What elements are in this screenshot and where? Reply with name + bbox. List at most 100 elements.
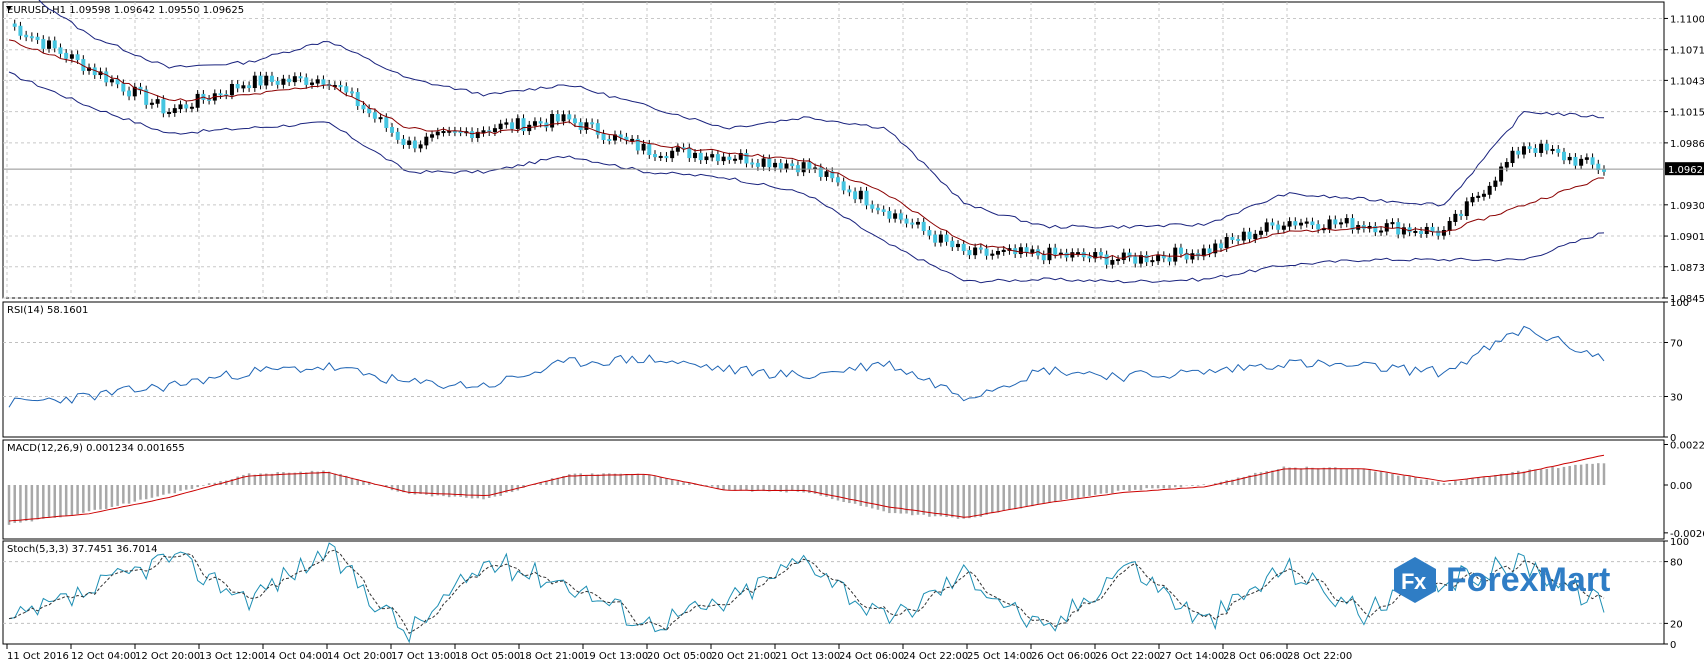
- candle-body: [881, 209, 886, 212]
- candle-body: [298, 76, 303, 79]
- candle-body: [927, 230, 932, 236]
- candle-body: [1504, 162, 1509, 168]
- candle-body: [733, 158, 738, 161]
- candle-body: [984, 248, 989, 256]
- panel-frame: [2, 301, 1665, 438]
- candle-body: [281, 78, 286, 85]
- candle-body: [641, 143, 646, 151]
- y-tick-label: 1.10150: [1670, 108, 1704, 119]
- candle-body: [864, 190, 869, 206]
- candle-body: [1241, 231, 1246, 241]
- candle-body: [1556, 148, 1561, 153]
- candle-body: [1327, 219, 1332, 230]
- candle-body: [578, 122, 583, 130]
- stoch-panel[interactable]: Stoch(5,3,3) 37.7451 36.7014 100 80 20 0: [2, 537, 1689, 651]
- candle-body: [818, 167, 823, 177]
- bollinger-lower-line: [8, 71, 1605, 284]
- candle-body: [921, 221, 926, 232]
- candle-body: [750, 162, 755, 165]
- candle-body: [395, 131, 400, 140]
- candle-body: [1167, 257, 1172, 262]
- candle-body: [1373, 225, 1378, 233]
- candle-body: [275, 80, 280, 85]
- rsi-panel[interactable]: RSI(14) 58.1601 100 70 30 0: [2, 298, 1689, 444]
- y-tick-label: 1.09865: [1670, 139, 1704, 150]
- candle-body: [1258, 230, 1263, 235]
- candle-body: [1156, 255, 1161, 262]
- forexmart-logo-icon: F x: [1394, 557, 1436, 603]
- candle-body: [967, 250, 972, 256]
- candle-body: [1527, 146, 1532, 150]
- candle-body: [218, 93, 223, 96]
- y-tick-label: 0: [1670, 433, 1676, 444]
- candle-body: [1276, 224, 1281, 230]
- candle-body: [470, 131, 475, 139]
- candle-body: [1127, 252, 1132, 258]
- candle-body: [687, 147, 692, 159]
- candle-body: [1070, 252, 1075, 258]
- candle-body: [452, 130, 457, 133]
- candle-body: [155, 99, 160, 104]
- candle-body: [24, 34, 29, 38]
- candle-body: [904, 218, 909, 224]
- candle-body: [1213, 243, 1218, 254]
- candle-body: [418, 144, 423, 149]
- candle-body: [492, 128, 497, 133]
- candle-body: [104, 71, 109, 83]
- svg-text:F: F: [1401, 569, 1414, 594]
- candle-body: [1281, 225, 1286, 230]
- candle-body: [481, 130, 486, 133]
- candle-body: [1539, 143, 1544, 153]
- candle-body: [35, 36, 40, 41]
- candle-body: [944, 234, 949, 242]
- candle-body: [498, 123, 503, 130]
- candle-body: [287, 78, 292, 83]
- candle-body: [567, 114, 572, 120]
- forexmart-logo-text: ForexMart: [1446, 560, 1611, 599]
- candle-body: [590, 122, 595, 125]
- x-tick-label: 24 Oct 06:00: [839, 651, 904, 662]
- candle-body: [132, 86, 137, 97]
- candle-body: [1030, 249, 1035, 253]
- candle-body: [1493, 180, 1498, 187]
- candle-body: [1441, 229, 1446, 236]
- candle-body: [378, 117, 383, 120]
- candle-body: [1133, 256, 1138, 264]
- candle-body: [996, 250, 1001, 255]
- candle-body: [1561, 151, 1566, 161]
- candle-body: [1499, 166, 1504, 182]
- y-tick-label: 1.10435: [1670, 76, 1704, 87]
- candle-body: [887, 210, 892, 219]
- y-tick-label: 1.11000: [1670, 14, 1704, 25]
- candle-body: [870, 204, 875, 209]
- candle-body: [1270, 222, 1275, 226]
- candle-body: [653, 154, 658, 158]
- candle-body: [144, 89, 149, 105]
- y-tick-label: 100: [1670, 298, 1689, 309]
- candle-body: [1602, 169, 1606, 172]
- candle-body: [1076, 252, 1081, 255]
- candle-body: [412, 140, 417, 149]
- macd-panel[interactable]: MACD(12,26,9) 0.001234 0.001655 0.00225 0.…: [2, 439, 1704, 540]
- candle-body: [229, 83, 234, 96]
- candle-body: [292, 76, 297, 83]
- current-price-box: [1665, 162, 1704, 176]
- macd-signal-line: [8, 454, 1605, 522]
- stoch-signal-line: [8, 549, 1605, 634]
- candle-body: [595, 123, 600, 135]
- candle-body: [1253, 233, 1258, 240]
- candle-body: [1533, 148, 1538, 153]
- candle-body: [64, 52, 69, 59]
- candle-body: [1459, 213, 1464, 217]
- price-panel[interactable]: EURUSD,H1 1.09598 1.09642 1.09550 1.0962…: [2, 0, 1704, 305]
- x-tick-label: 14 Oct 20:00: [327, 651, 392, 662]
- candle-body: [898, 213, 903, 220]
- candle-body: [1310, 221, 1315, 226]
- x-tick-label: 24 Oct 22:00: [903, 651, 968, 662]
- x-tick-label: 18 Oct 05:00: [455, 651, 520, 662]
- y-tick-label: 1.08450: [1670, 294, 1704, 305]
- candle-body: [1573, 156, 1578, 166]
- candle-body: [710, 154, 715, 158]
- candle-body: [658, 155, 663, 158]
- y-tick-label: 1.09300: [1670, 201, 1704, 212]
